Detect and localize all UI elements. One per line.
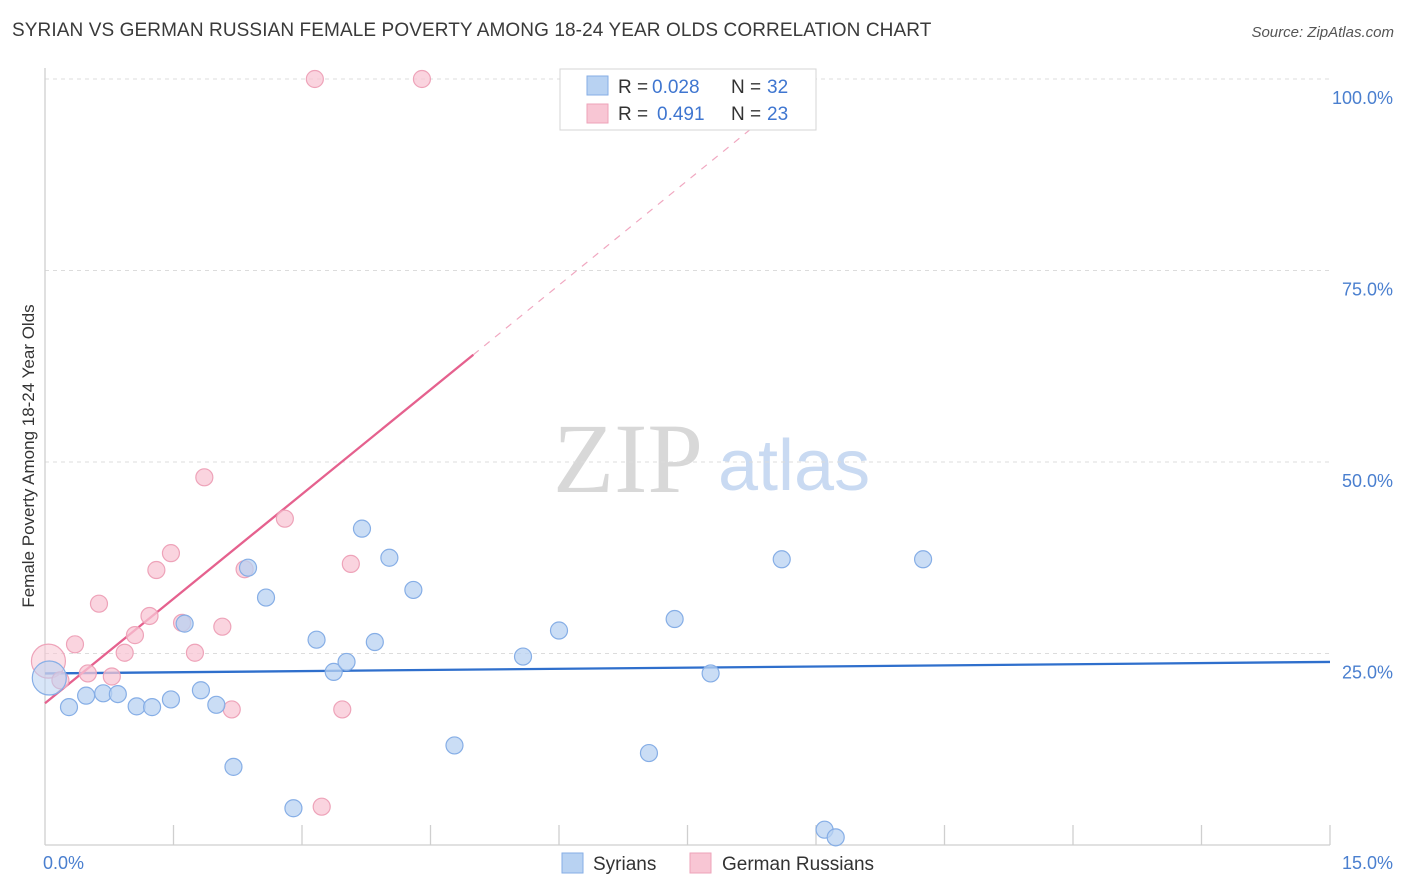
point-syrians [913, 550, 933, 569]
trend-lines [44, 117, 1331, 705]
point-german-russians [222, 700, 241, 719]
point-syrians [31, 660, 67, 696]
legend-bottom-swatch-german-russians [689, 852, 712, 874]
point-german-russians [333, 700, 352, 719]
x-tick-label: 15.0% [1342, 853, 1393, 873]
point-syrians [77, 686, 96, 705]
legend-bottom-swatch-syrians [561, 852, 584, 874]
point-syrians [701, 664, 720, 683]
point-syrians [337, 652, 356, 672]
legend-stats: R = 0.028 N = 32 R = 0.491 N = 23 [559, 68, 817, 131]
point-syrians [404, 580, 423, 600]
legend-series: Syrians German Russians [561, 852, 874, 875]
legend-n-value-syrians: 32 [767, 77, 788, 98]
point-syrians [59, 698, 79, 717]
point-german-russians [341, 554, 360, 573]
point-syrians [665, 609, 684, 629]
point-syrians [108, 684, 127, 704]
point-syrians [191, 681, 211, 700]
point-syrians [772, 550, 791, 569]
point-german-russians [65, 635, 85, 654]
y-tick-label: 50.0% [1342, 471, 1393, 491]
point-german-russians [213, 617, 232, 636]
legend-bottom-label-syrians: Syrians [593, 854, 656, 875]
point-syrians [352, 519, 372, 538]
point-german-russians [305, 69, 324, 89]
watermark-atlas: atlas [718, 426, 870, 506]
point-syrians [238, 558, 258, 577]
y-tick-label: 25.0% [1342, 663, 1393, 683]
point-german-russians [312, 797, 331, 816]
watermark-zip: ZIP [553, 403, 703, 514]
x-ticks [172, 825, 1331, 845]
legend-r-label-german-russians: R = [618, 104, 648, 125]
point-german-russians [275, 509, 294, 528]
legend-n-label-german-russians: N = [731, 104, 761, 125]
point-syrians [380, 548, 399, 567]
x-tick-label: 0.0% [43, 853, 84, 873]
y-tick-label: 100.0% [1332, 88, 1393, 108]
y-tick-labels: 100.0% 75.0% 50.0% 25.0% [1332, 88, 1393, 683]
legend-swatch-german-russians [586, 103, 609, 124]
data-points [30, 69, 933, 847]
point-syrians [549, 621, 569, 640]
point-syrians [256, 588, 276, 607]
legend-r-value-german-russians: 0.491 [657, 104, 705, 125]
point-german-russians [161, 544, 181, 563]
point-syrians [324, 662, 343, 681]
chart-title: SYRIAN VS GERMAN RUSSIAN FEMALE POVERTY … [12, 20, 932, 41]
legend-swatch-syrians [586, 75, 609, 96]
point-syrians [826, 828, 845, 847]
legend-n-label-syrians: N = [731, 77, 761, 98]
trend-line-german-russians-extension [472, 117, 765, 356]
source-label: Source: ZipAtlas.com [1251, 24, 1394, 41]
point-german-russians [125, 626, 145, 645]
point-syrians [365, 632, 384, 652]
point-syrians [142, 698, 162, 717]
legend-bottom-label-german-russians: German Russians [722, 854, 874, 875]
point-german-russians [412, 69, 432, 89]
point-syrians [513, 647, 533, 666]
y-tick-label: 75.0% [1342, 280, 1393, 300]
point-german-russians [102, 667, 121, 686]
y-axis-label: Female Poverty Among 18-24 Year Olds [19, 304, 38, 607]
point-german-russians [195, 468, 214, 487]
point-german-russians [147, 560, 166, 580]
legend-r-value-syrians: 0.028 [652, 77, 700, 98]
point-syrians [307, 630, 326, 649]
watermark: ZIP atlas [553, 403, 870, 514]
point-syrians [639, 743, 659, 763]
trend-line-syrians [44, 660, 1331, 675]
point-german-russians [78, 664, 97, 683]
x-tick-labels: 0.0% 15.0% [43, 853, 1393, 873]
point-syrians [224, 757, 243, 776]
point-syrians [161, 690, 181, 709]
point-german-russians [185, 643, 205, 662]
point-german-russians [89, 594, 109, 613]
legend-n-value-german-russians: 23 [767, 104, 788, 125]
legend-r-label-syrians: R = [618, 77, 648, 98]
point-german-russians [115, 643, 134, 662]
point-syrians [284, 799, 303, 818]
point-syrians [127, 697, 146, 716]
point-german-russians [140, 606, 159, 626]
trend-line-german-russians [44, 353, 475, 705]
point-syrians [207, 695, 226, 714]
point-syrians [175, 614, 194, 633]
point-syrians [445, 736, 464, 755]
